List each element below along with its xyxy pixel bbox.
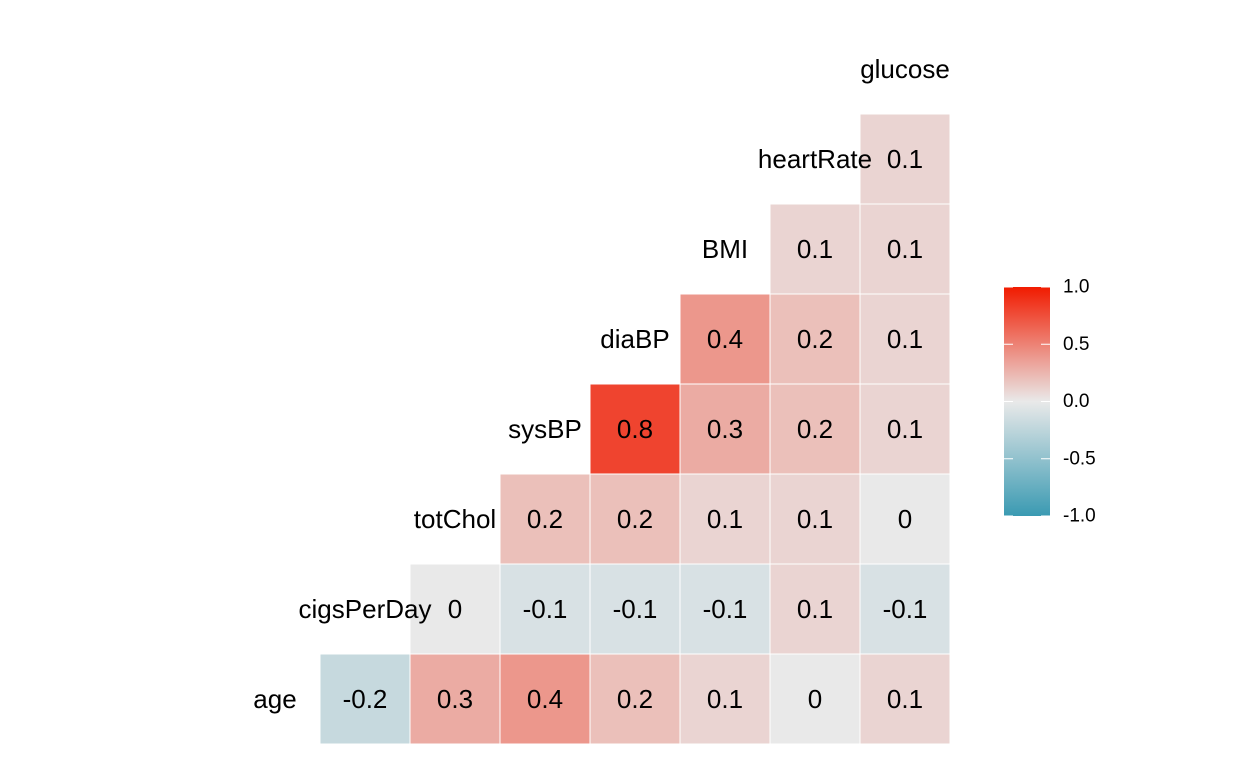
heatmap-cell-cigsPerDay-sysBP [499, 563, 591, 655]
cell-value-label: 0.1 [797, 234, 833, 264]
heatmap-cell-BMI-glucose [859, 203, 951, 295]
cell-value-label: 0.1 [887, 684, 923, 714]
cell-value-label: -0.1 [703, 594, 748, 624]
heatmap-cell-age-BMI [679, 653, 771, 745]
cell-value-label: 0.1 [887, 324, 923, 354]
cell-value-label: 0.1 [707, 504, 743, 534]
legend-tick-label: -1.0 [1063, 506, 1096, 527]
heatmap-cell-diaBP-BMI [679, 293, 771, 385]
variable-labels: age cigsPerDay totChol sysBP diaBP BMI heartRa… [253, 54, 950, 714]
cell-value-label: 0.3 [707, 414, 743, 444]
heatmap-cell-age-glucose [859, 653, 951, 745]
cell-value-label: 0.2 [617, 684, 653, 714]
cell-value-label: -0.1 [883, 594, 928, 624]
heatmap-cell-diaBP-glucose [859, 293, 951, 385]
cell-value-label: 0.2 [797, 414, 833, 444]
legend-tick-label: 0.5 [1063, 334, 1089, 355]
cell-value-label: -0.1 [613, 594, 658, 624]
cell-value-label: 0.1 [887, 234, 923, 264]
heatmap-cell-age-cigsPerDay [319, 653, 411, 745]
color-legend: 1.0 0.5 0.0 -0.5 -1.0 [1004, 277, 1096, 527]
cell-value-label: 0.1 [797, 504, 833, 534]
heatmap-cell-cigsPerDay-totChol [409, 563, 501, 655]
heatmap-cell-totChol-sysBP [499, 473, 591, 565]
heatmap-cell-age-totChol [409, 653, 501, 745]
cell-value-label: 0.1 [797, 594, 833, 624]
variable-label-age: age [253, 684, 296, 714]
variable-label-totChol: totChol [414, 504, 496, 534]
variable-label-BMI: BMI [702, 234, 748, 264]
heatmap-cell-cigsPerDay-diaBP [589, 563, 681, 655]
variable-label-glucose: glucose [860, 54, 950, 84]
cell-value-label: -0.2 [343, 684, 388, 714]
heatmap-cell-cigsPerDay-heartRate [769, 563, 861, 655]
cell-value-label: 0.2 [797, 324, 833, 354]
cell-value-label: 0.4 [527, 684, 563, 714]
variable-label-diaBP: diaBP [600, 324, 669, 354]
variable-label-sysBP: sysBP [508, 414, 582, 444]
heatmap-cell-sysBP-BMI [679, 383, 771, 475]
cell-value-label: 0.2 [617, 504, 653, 534]
legend-tick-label: 0.0 [1063, 391, 1089, 412]
cell-value-label: 0.3 [437, 684, 473, 714]
cell-value-label: 0.1 [887, 414, 923, 444]
heatmap-cell-age-heartRate [769, 653, 861, 745]
variable-label-cigsPerDay: cigsPerDay [299, 594, 432, 624]
heatmap-cell-totChol-BMI [679, 473, 771, 565]
cell-value-label: 0.8 [617, 414, 653, 444]
heatmap-cells [319, 113, 951, 745]
cell-value-label: 0.1 [707, 684, 743, 714]
cell-value-label: 0 [448, 594, 462, 624]
heatmap-cell-totChol-diaBP [589, 473, 681, 565]
cell-value-label: 0 [898, 504, 912, 534]
heatmap-cell-heartRate-glucose [859, 113, 951, 205]
cell-value-label: 0.1 [887, 144, 923, 174]
legend-tick-label: 1.0 [1063, 277, 1089, 298]
cell-value-label: -0.1 [523, 594, 568, 624]
variable-label-heartRate: heartRate [758, 144, 872, 174]
heatmap-cell-labels: -0.2 0.3 0.4 0.2 0.1 0 0.1 0 -0.1 -0.1 -0.1 0.1 -0.1… [343, 144, 928, 714]
heatmap-cell-cigsPerDay-glucose [859, 563, 951, 655]
heatmap-cell-sysBP-diaBP [589, 383, 681, 475]
cell-value-label: 0.4 [707, 324, 743, 354]
heatmap-cell-totChol-heartRate [769, 473, 861, 565]
heatmap-cell-sysBP-heartRate [769, 383, 861, 475]
cell-value-label: 0.2 [527, 504, 563, 534]
heatmap-cell-totChol-glucose [859, 473, 951, 565]
legend-tick-label: -0.5 [1063, 448, 1096, 469]
cell-value-label: 0 [808, 684, 822, 714]
heatmap-cell-age-diaBP [589, 653, 681, 745]
